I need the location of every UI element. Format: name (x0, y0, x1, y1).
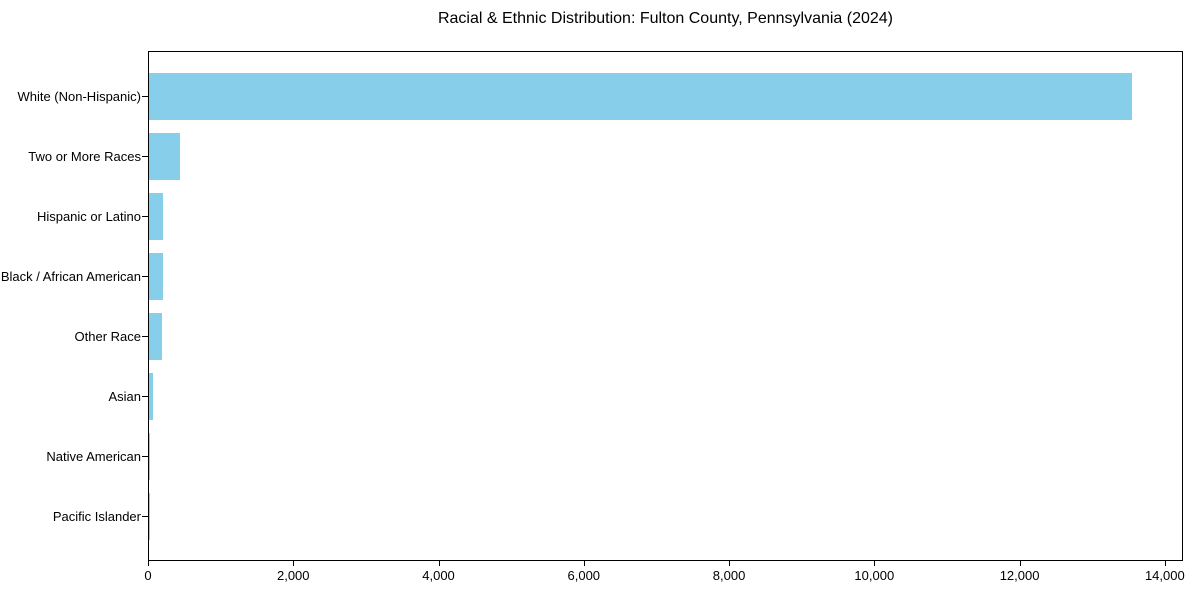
x-axis-tick-mark (1019, 561, 1021, 566)
bar-row (142, 187, 1182, 247)
bar (149, 133, 180, 180)
y-axis-tick-mark (142, 96, 148, 97)
y-axis-category-label: Other Race (74, 328, 141, 344)
bar (149, 253, 164, 300)
x-axis-tick-label: 12,000 (999, 568, 1040, 583)
y-axis-category-label: Hispanic or Latino (36, 208, 141, 224)
bar (149, 313, 162, 360)
y-axis-category-label: Asian (108, 388, 141, 404)
x-axis-tick-mark (293, 561, 295, 566)
x-axis-tick-mark (874, 561, 876, 566)
y-axis-category-label: Native American (46, 448, 141, 464)
bar-row (142, 67, 1182, 127)
plot-area (142, 51, 1183, 561)
y-axis-tick-mark (142, 336, 148, 337)
y-axis-tick-mark (142, 276, 148, 277)
x-axis-tick-mark (438, 561, 440, 566)
y-axis-category-label: White (Non-Hispanic) (17, 88, 141, 104)
x-axis: 0 2,000 4,000 6,000 8,000 10,000 12,000 14,000 (144, 561, 1185, 591)
bar (149, 373, 154, 420)
bar-rows (142, 67, 1182, 547)
x-axis-tick-mark (583, 561, 585, 566)
y-axis-tick-mark (142, 156, 148, 157)
bar-row (142, 247, 1182, 307)
chart-title: Racial & Ethnic Distribution: Fulton Cou… (437, 10, 894, 27)
y-axis-tick-mark (142, 516, 148, 517)
x-axis-tick-label: 6,000 (567, 568, 601, 583)
bar-row (142, 127, 1182, 187)
y-axis-tick-mark (142, 216, 148, 217)
x-axis-tick-label: 4,000 (422, 568, 455, 583)
bar-row (142, 427, 1182, 487)
bar (149, 433, 150, 480)
x-axis-tick-label: 10,000 (854, 568, 895, 583)
bar (149, 193, 164, 240)
x-axis-tick-mark (1164, 561, 1166, 566)
y-axis-labels: White (Non-Hispanic) Two or More Races His… (0, 66, 141, 546)
bar-row (142, 487, 1182, 547)
y-axis-category-label: Black / African American (0, 268, 141, 284)
bar-row (142, 367, 1182, 427)
x-axis-tick-label: 2,000 (276, 568, 310, 583)
y-axis-category-label: Pacific Islander (52, 508, 141, 524)
x-axis-tick-label: 8,000 (712, 568, 746, 583)
y-axis-tick-mark (142, 396, 148, 397)
y-axis-tick-mark (142, 456, 148, 457)
x-axis-tick-mark (148, 561, 149, 566)
x-axis-tick-mark (729, 561, 731, 566)
y-axis-category-label: Two or More Races (28, 148, 141, 164)
x-axis-tick-label: 14,000 (1144, 568, 1185, 583)
x-axis-tick-label: 0 (144, 568, 152, 583)
bar (149, 73, 1132, 120)
bar-row (142, 307, 1182, 367)
